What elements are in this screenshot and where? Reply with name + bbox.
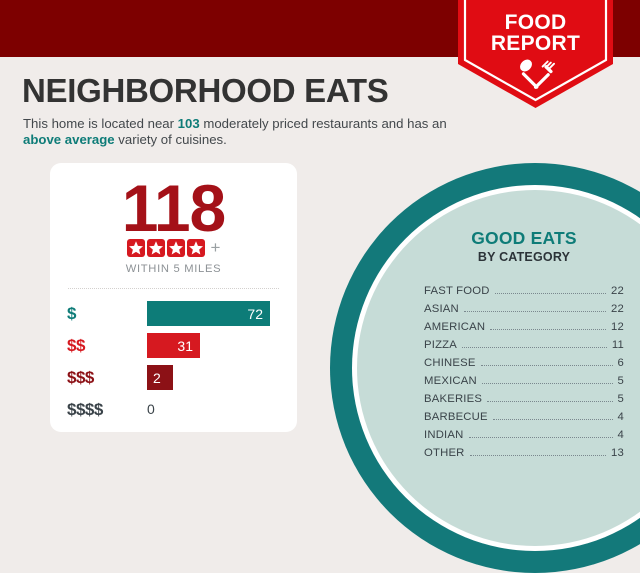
- category-name: MEXICAN: [424, 375, 477, 387]
- leader-dots: [490, 328, 607, 330]
- category-name: CHINESE: [424, 357, 476, 369]
- leader-dots: [462, 346, 607, 348]
- badge-title: FOOD REPORT: [458, 12, 613, 54]
- category-name: BARBECUE: [424, 411, 488, 423]
- category-count: 11: [611, 339, 624, 351]
- category-count: 4: [617, 429, 624, 441]
- category-row: CHINESE 6: [424, 351, 624, 369]
- category-row: BAKERIES 5: [424, 387, 624, 405]
- price-bar-row: $$$ 2: [50, 363, 297, 395]
- category-row: PIZZA 11: [424, 333, 624, 351]
- star-plus-label: +: [210, 238, 221, 257]
- star-rating: +: [50, 239, 297, 257]
- price-level-label: $$$$: [67, 400, 103, 419]
- category-row: OTHER 13: [424, 441, 624, 459]
- category-count: 12: [611, 321, 624, 333]
- leader-dots: [492, 418, 613, 420]
- subtitle-part-2: moderately priced restaurants and has an: [199, 116, 447, 131]
- category-name: AMERICAN: [424, 321, 486, 333]
- star-icon: [186, 239, 205, 257]
- category-row: MEXICAN 5: [424, 369, 624, 387]
- category-count: 22: [611, 285, 624, 297]
- price-bar-track: 72: [147, 301, 270, 326]
- category-name: INDIAN: [424, 429, 464, 441]
- price-bar-value: 31: [177, 337, 193, 354]
- good-eats-panel: GOOD EATS BY CATEGORY FAST FOOD 22 ASIAN 22…: [424, 228, 624, 459]
- category-row: FAST FOOD 22: [424, 279, 624, 297]
- star-icon: [126, 239, 145, 257]
- category-count: 5: [617, 375, 624, 387]
- star-icon: [146, 239, 165, 257]
- restaurant-summary-card: 118 + WITHIN 5 MILES $72 $$ 31 $$$ 2 $$$$ 0: [50, 163, 297, 432]
- star-icon: [166, 239, 185, 257]
- price-bar-fill: 72: [147, 301, 270, 326]
- price-bar-row: $72: [50, 299, 297, 331]
- subtitle-part-3: variety of cuisines.: [114, 132, 227, 147]
- page-title: NEIGHBORHOOD EATS: [22, 72, 389, 109]
- price-bar-value: 72: [247, 305, 263, 322]
- price-bar-row: $$ 31: [50, 331, 297, 363]
- badge-line-2: REPORT: [490, 32, 581, 55]
- spoon-fork-icon: [520, 59, 556, 89]
- subtitle-variety: above average: [23, 132, 115, 147]
- price-bar-row: $$$$ 0: [50, 395, 297, 427]
- good-eats-list: FAST FOOD 22 ASIAN 22 AMERICAN 12 PIZZA 11 CHINE…: [424, 279, 624, 459]
- leader-dots: [494, 292, 607, 294]
- category-name: ASIAN: [424, 303, 459, 315]
- food-report-badge: FOOD REPORT: [458, 0, 613, 111]
- price-bar-track: 31: [147, 333, 200, 358]
- good-eats-title: GOOD EATS: [471, 228, 577, 248]
- price-bar-fill: 31: [147, 333, 200, 358]
- category-name: OTHER: [424, 447, 465, 459]
- category-row: INDIAN 4: [424, 423, 624, 441]
- restaurant-count: 118: [121, 171, 226, 245]
- category-name: PIZZA: [424, 339, 458, 351]
- category-count: 6: [617, 357, 624, 369]
- subtitle-part-1: This home is located near: [23, 116, 178, 131]
- subtitle-text: This home is located near 103 moderately…: [23, 116, 453, 148]
- category-name: FAST FOOD: [424, 285, 490, 297]
- category-row: AMERICAN 12: [424, 315, 624, 333]
- category-count: 13: [611, 447, 624, 459]
- leader-dots: [480, 364, 613, 366]
- leader-dots: [463, 310, 607, 312]
- price-bar-value: 2: [153, 369, 161, 386]
- price-bar-fill: 2: [147, 365, 173, 390]
- leader-dots: [481, 382, 613, 384]
- category-count: 4: [617, 411, 624, 423]
- leader-dots: [469, 454, 607, 456]
- category-name: BAKERIES: [424, 393, 483, 405]
- price-level-label: $$: [67, 336, 85, 355]
- within-miles-label: WITHIN 5 MILES: [125, 263, 222, 275]
- leader-dots: [468, 436, 613, 438]
- good-eats-subtitle: BY CATEGORY: [477, 250, 571, 264]
- price-level-label: $$$: [67, 368, 94, 387]
- price-bar-track: 2: [147, 365, 173, 390]
- subtitle-count: 103: [177, 116, 200, 131]
- price-level-label: $: [67, 304, 76, 323]
- category-count: 5: [617, 393, 624, 405]
- category-count: 22: [611, 303, 624, 315]
- price-bar-value: 0: [147, 401, 155, 417]
- leader-dots: [487, 400, 613, 402]
- badge-line-1: FOOD: [504, 11, 567, 34]
- category-row: ASIAN 22: [424, 297, 624, 315]
- card-divider: [68, 288, 279, 289]
- category-row: BARBECUE 4: [424, 405, 624, 423]
- price-level-bar-chart: $72 $$ 31 $$$ 2 $$$$ 0: [50, 299, 297, 427]
